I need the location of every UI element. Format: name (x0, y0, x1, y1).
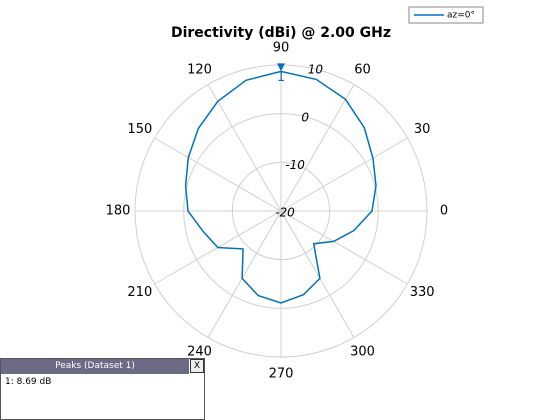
theta-tick-label: 270 (269, 367, 294, 382)
grid-spoke (280, 84, 355, 212)
r-tick-label: 0 (301, 110, 309, 124)
grid-spoke (154, 137, 282, 212)
grid-spoke (280, 210, 408, 285)
grid-spoke (280, 137, 408, 212)
theta-tick-label: 90 (273, 41, 290, 56)
r-tick-label: -20 (275, 206, 295, 220)
theta-tick-label: 240 (187, 345, 212, 360)
grid-spoke (280, 210, 355, 338)
peaks-panel: Peaks (Dataset 1) X 1: 8.69 dB (0, 358, 205, 420)
marker-label: 1 (277, 70, 285, 85)
theta-tick-label: 210 (127, 285, 152, 300)
grid-spoke (207, 210, 282, 338)
chart-title: Directivity (dBi) @ 2.00 GHz (171, 25, 391, 41)
grid-spoke (207, 84, 282, 212)
legend-label: az=0° (447, 11, 475, 21)
theta-tick-label: 150 (127, 122, 152, 137)
r-tick-label: 10 (308, 63, 324, 77)
peak-marker (277, 63, 285, 72)
panel-title: Peaks (Dataset 1) (1, 359, 189, 374)
theta-tick-label: 0 (440, 204, 448, 219)
theta-tick-label: 330 (410, 285, 435, 300)
peak-row: 1: 8.69 dB (5, 377, 52, 387)
pattern-line (184, 70, 377, 304)
theta-tick-label: 180 (106, 204, 131, 219)
close-button[interactable]: X (190, 359, 204, 373)
theta-tick-label: 60 (354, 62, 371, 77)
legend-box (408, 6, 484, 24)
theta-tick-label: 30 (414, 122, 431, 137)
r-tick-label: -10 (285, 158, 305, 172)
theta-tick-label: 120 (187, 62, 212, 77)
theta-tick-label: 300 (350, 345, 375, 360)
